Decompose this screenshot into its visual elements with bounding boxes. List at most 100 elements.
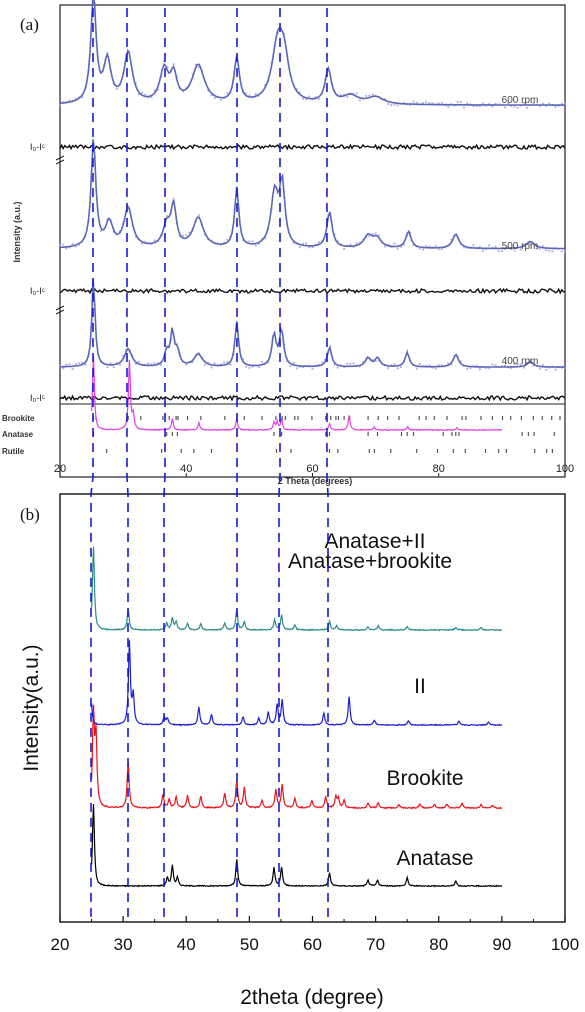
reference-dashed-line (90, 8, 94, 920)
panel-a-data-point (503, 364, 507, 367)
panel-a-data-point (418, 362, 421, 366)
panel-a-data-point (68, 363, 71, 366)
panel-a-data-point (393, 242, 396, 245)
panel-a-data-point (387, 102, 390, 106)
panel-a-data-point (541, 364, 545, 367)
panel-a-data-point (516, 363, 519, 366)
panel-a-data-point (62, 367, 65, 370)
panel-b-series-line (91, 356, 503, 432)
panel-b-x-tick-label: 60 (303, 935, 322, 954)
panel-a-difference-line (59, 287, 566, 295)
panel-a-data-point (99, 229, 103, 233)
panel-a-data-point (245, 365, 248, 368)
panel-b-series-line (91, 546, 502, 632)
panel-a-data-point (317, 97, 320, 101)
panel-a-data-point (393, 363, 396, 366)
phase-marker-name: Anatase (2, 430, 34, 439)
panel-a-data-point (159, 363, 163, 366)
panel-a-data-point (503, 106, 507, 109)
panel-a-data-point (355, 242, 358, 245)
panel-a-data-point (336, 366, 339, 369)
panel-a-data-point (396, 104, 399, 107)
panel-a-series-label: 600 rpm (502, 95, 539, 106)
panel-a-series-line (59, 139, 566, 250)
panel-a-data-point (210, 94, 213, 97)
panel-a-data-point (466, 367, 469, 371)
panel-a-data-point (541, 102, 545, 105)
panel-a-data-point (65, 247, 68, 250)
panel-a-data-point (396, 367, 399, 370)
panel-a-data-point (563, 250, 567, 253)
panel-b-series-label: Brookite (386, 767, 463, 790)
panel-a-difference-label: I₀-Iᶜ (30, 393, 45, 403)
panel-a-data-point (320, 361, 324, 364)
panel-a-data-point (305, 242, 308, 245)
panel-a-data-point (308, 95, 311, 98)
panel-a-series-line (59, 0, 565, 106)
panel-a-data-point (459, 100, 462, 103)
panel-a-data-point (182, 234, 185, 237)
panel-a-data-point (147, 362, 150, 365)
panel-b-series-line (91, 640, 503, 727)
panel-a-data-point (507, 102, 510, 105)
panel-a-data-point (226, 238, 229, 241)
panel-a-data-point (519, 248, 522, 251)
panel-a-series-label: 400 rpm (502, 356, 539, 367)
panel-b-x-tick-label: 80 (429, 935, 448, 954)
panel-a-data-point (118, 363, 122, 366)
panel-a-data-point (308, 246, 311, 249)
panel-a-data-point (513, 249, 516, 252)
panel-a-data-point (535, 247, 538, 250)
panel-a-data-point (58, 104, 62, 107)
panel-a-data-point (494, 245, 497, 248)
panel-a: (a) Intensity (a.u.) 600 rpm I₀-Iᶜ 500 rpm… (2, 0, 574, 486)
panel-a-data-point (447, 362, 450, 365)
panel-a-data-point (358, 99, 361, 102)
panel-a-data-point (519, 363, 522, 366)
panel-b-x-tick-label: 100 (551, 935, 579, 954)
panel-a-axis-break (55, 305, 65, 311)
panel-b-series-label: Anatase+II (325, 530, 426, 553)
panel-a-data-point (112, 366, 115, 369)
phase-marker-name: Brookite (2, 414, 35, 423)
panel-a-data-point (425, 101, 428, 104)
panel-a-data-point (437, 248, 440, 251)
panel-b-series-label: Anatase+brookite (288, 550, 452, 573)
panel-a-data-point (529, 242, 532, 245)
panel-a-data-point (81, 361, 84, 364)
panel-a-data-point (478, 368, 481, 371)
panel-a-data-point (150, 96, 153, 99)
panel-a-data-point (440, 247, 443, 251)
panel-a-data-point (488, 244, 491, 247)
panel-a-series-label: 500 rpm (502, 241, 539, 252)
panel-a-data-point (466, 102, 469, 105)
panel-a-data-point (415, 101, 418, 104)
panel-a-data-point (393, 103, 396, 106)
panel-a-data-point (494, 364, 497, 367)
panel-a-data-point (538, 367, 541, 370)
panel-a-data-point (532, 102, 535, 105)
panel-a-data-point (421, 248, 425, 251)
panel-a-x-tick-label: 80 (433, 463, 445, 475)
panel-a-data-point (343, 247, 346, 250)
panel-b-series-line (91, 704, 502, 810)
panel-a-data-point (289, 364, 292, 367)
panel-a-data-point (153, 239, 156, 242)
panel-a-data-point (62, 243, 65, 246)
panel-a-data-point (368, 94, 371, 97)
panel-a-data-point (431, 102, 434, 105)
panel-a-data-point (188, 231, 191, 234)
panel-a-data-point (365, 94, 368, 98)
panel-b-x-ticks: 20 30 40 50 60 70 80 90 100 (51, 916, 579, 954)
panel-a-data-point (384, 245, 387, 248)
panel-a-series-group: 600 rpm I₀-Iᶜ 500 rpm I₀-Iᶜ 400 rpm I₀-Iᶜ (30, 0, 567, 403)
panel-a-data-point (472, 244, 475, 247)
panel-b-x-tick-label: 70 (366, 935, 385, 954)
panel-a-label: (a) (20, 15, 39, 34)
panel-a-data-point (153, 362, 156, 365)
panel-a-data-point (554, 368, 557, 371)
panel-b-series-group: Anatase Brookite II Anatase+brookiteAnatase… (91, 356, 503, 888)
panel-a-data-point (257, 366, 260, 369)
panel-a-data-point (254, 244, 257, 247)
